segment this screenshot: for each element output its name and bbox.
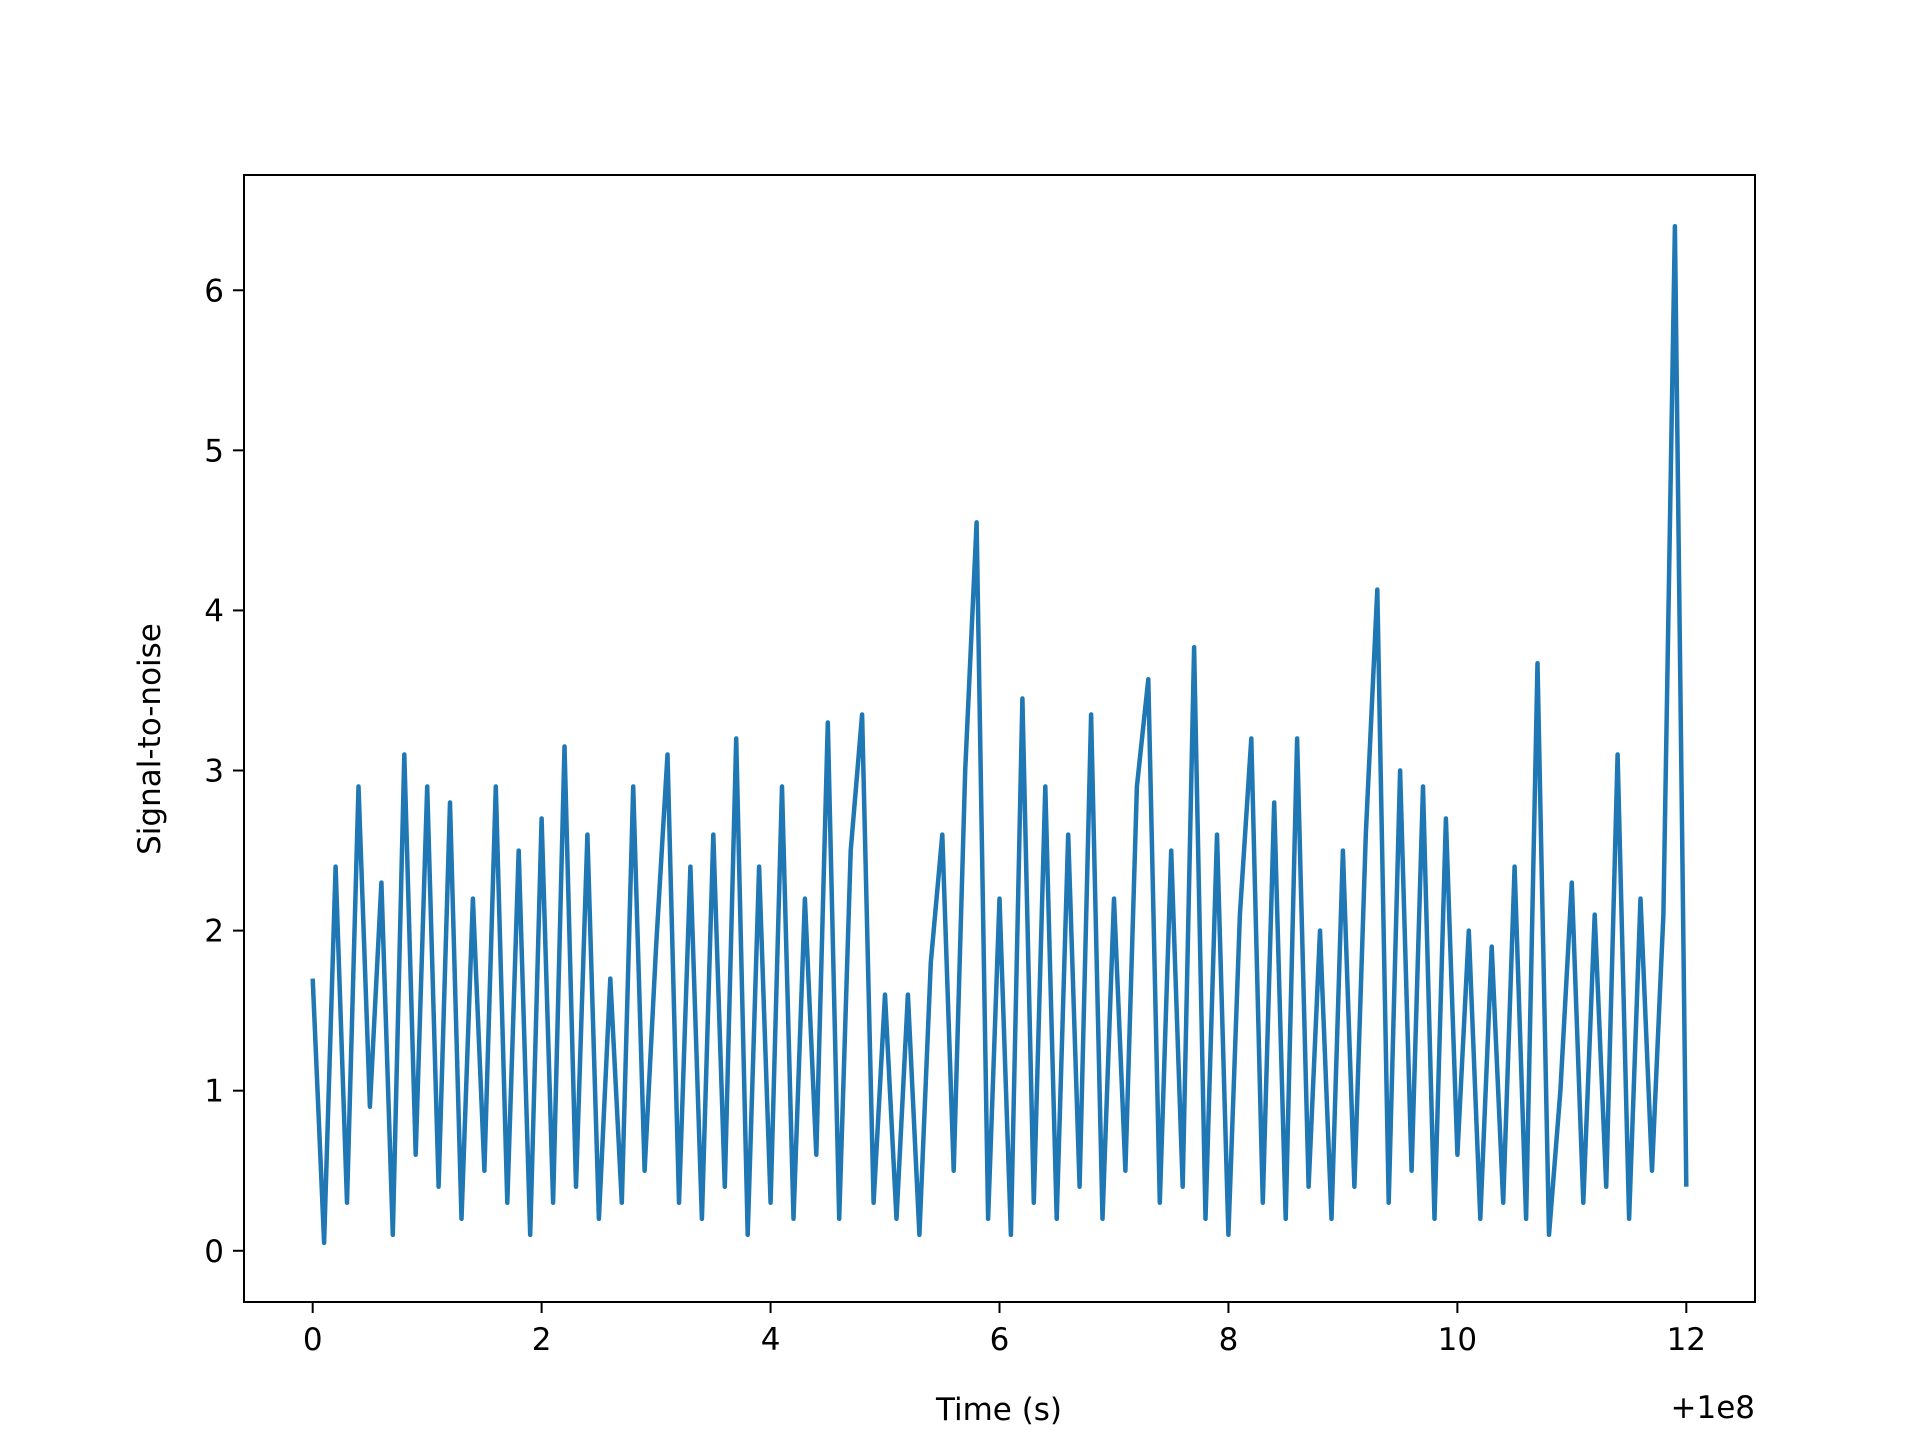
y-tick-label: 5 xyxy=(204,433,224,469)
y-tick-label: 4 xyxy=(204,593,224,629)
x-tick-label: 4 xyxy=(761,1322,781,1358)
y-tick-label: 6 xyxy=(204,273,224,309)
x-tick-label: 8 xyxy=(1219,1322,1239,1358)
x-tick-label: 6 xyxy=(990,1322,1010,1358)
y-axis-label: Signal-to-noise xyxy=(132,623,168,855)
y-tick-label: 3 xyxy=(204,754,224,790)
y-tick-label: 2 xyxy=(204,914,224,950)
x-tick-label: 12 xyxy=(1667,1322,1706,1358)
x-tick-label: 10 xyxy=(1438,1322,1477,1358)
y-tick-label: 1 xyxy=(204,1074,224,1110)
line-series xyxy=(310,223,1689,1246)
x-tick-label: 0 xyxy=(303,1322,323,1358)
x-axis-label: Time (s) xyxy=(935,1392,1062,1428)
x-tick-label: 2 xyxy=(532,1322,552,1358)
x-offset-label: +1e8 xyxy=(1671,1390,1756,1426)
y-tick-label: 0 xyxy=(204,1234,224,1270)
